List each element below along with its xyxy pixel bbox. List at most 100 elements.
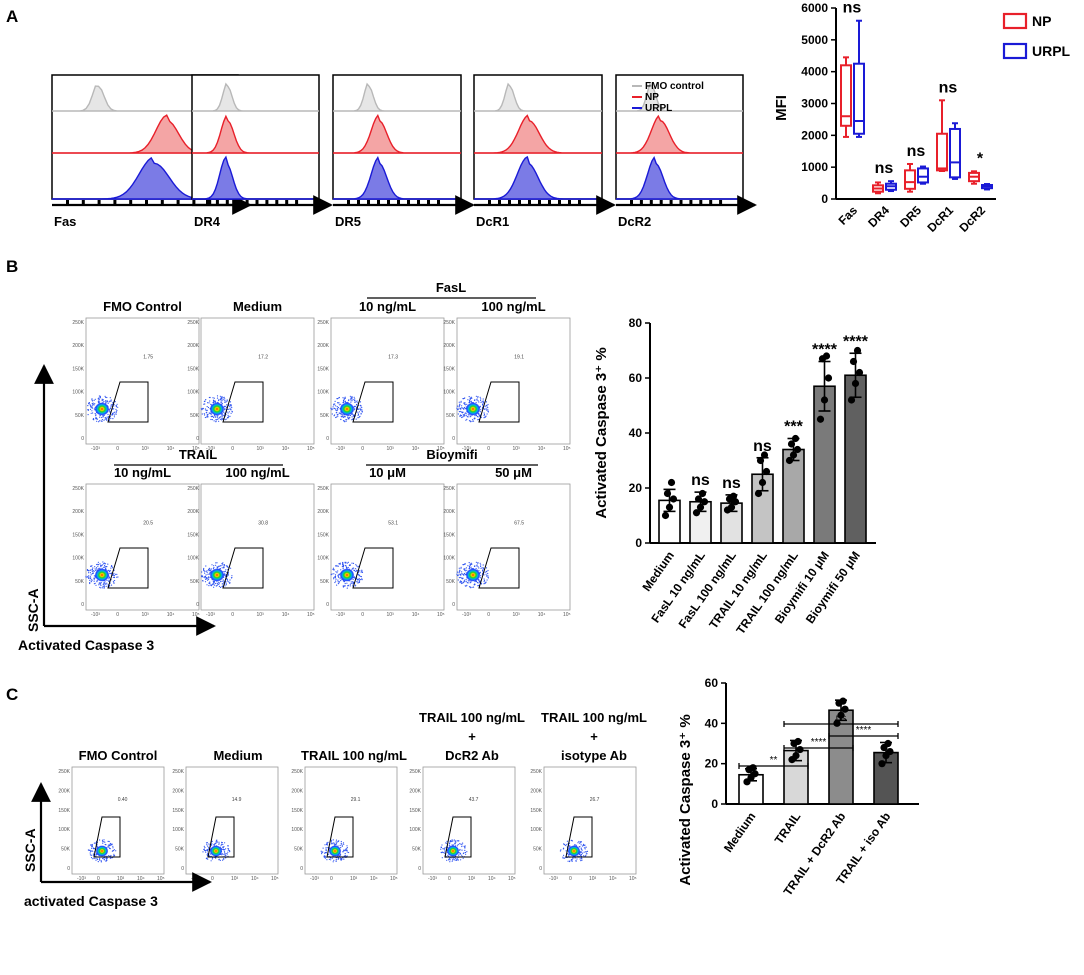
dotplot-y-tick: 150K — [317, 366, 329, 372]
dotplot-event — [459, 852, 462, 855]
dotplot-event — [88, 570, 90, 572]
dotplot-event — [205, 578, 207, 581]
dotplot-y-tick: 250K — [443, 320, 455, 326]
dotplot-event — [206, 842, 208, 844]
dotplot-event — [341, 858, 343, 860]
dotplot-event — [226, 578, 228, 580]
dotplot-gate — [352, 381, 394, 423]
dotplot-event — [463, 568, 465, 571]
dotplot-x-tick: 10⁴ — [412, 612, 420, 618]
dotplot-event — [108, 570, 111, 573]
data-point — [754, 489, 763, 498]
dotplot-event — [115, 406, 118, 408]
dotplot-event — [112, 580, 114, 582]
dotplot-event — [221, 841, 223, 844]
dotplot-event — [458, 406, 460, 408]
dotplot-event — [330, 859, 332, 861]
dotplot-event — [350, 398, 352, 400]
histogram-tick — [437, 200, 440, 204]
dotplot-event — [110, 854, 112, 857]
dotplot-event — [480, 575, 482, 577]
significance-label: ns — [753, 438, 772, 455]
box-iqr — [936, 132, 948, 172]
dotplot-event — [92, 853, 94, 855]
dotplot-event — [451, 860, 453, 862]
dotplot-x-tick: 0 — [97, 876, 100, 882]
histogram-tick — [81, 200, 85, 204]
y-axis-title: Activated Caspase 3⁺ % — [593, 347, 610, 518]
dotplot-event — [93, 399, 95, 401]
dotplot-event — [219, 586, 222, 589]
comparison-label: ns — [836, 713, 847, 724]
dotplot-event — [208, 585, 210, 587]
y-tick-label: 20 — [705, 757, 719, 771]
dotplot-event — [97, 402, 100, 404]
dotplot-event — [485, 401, 488, 403]
dotplot-event — [96, 568, 98, 570]
dotplot-event — [360, 413, 362, 415]
dotplot-x-tick: 10³ — [513, 612, 521, 618]
dotplot-event — [203, 413, 205, 415]
histogram-tick — [113, 200, 117, 204]
legend-label: NP — [645, 92, 659, 103]
dotplot-event — [332, 568, 334, 571]
dotplot-y-tick: 100K — [291, 827, 303, 833]
dotplot-event — [231, 575, 233, 577]
dotplot-event — [218, 585, 220, 588]
dotplot-event — [206, 416, 208, 418]
dotplot-event — [462, 564, 464, 566]
dotplot-event — [355, 564, 357, 566]
dotplot-y-tick: 50K — [446, 579, 456, 585]
x-tick-label: DcR2 — [957, 203, 989, 235]
dotplot-event — [477, 400, 479, 402]
dotplot-event — [446, 840, 448, 842]
dotplot-event — [228, 408, 230, 410]
dotplot-event — [454, 843, 456, 845]
dotplot-title: Medium — [213, 748, 262, 763]
dotplot-event — [351, 400, 353, 402]
dotplot-event — [352, 567, 354, 569]
dotplot-event — [220, 397, 222, 400]
dotplot-event — [113, 575, 116, 577]
dotplot-y-tick: 100K — [530, 827, 542, 833]
dotplot-event — [218, 565, 220, 567]
dotplot-event — [334, 577, 336, 579]
dotplot-event — [351, 416, 353, 418]
histogram-marker-label: DcR1 — [476, 214, 509, 229]
histogram-tick — [669, 200, 673, 204]
dotplot-gate-value: 0.40 — [118, 797, 128, 803]
dotplot-density — [567, 845, 581, 857]
dotplot-event — [88, 572, 90, 574]
dotplot-event — [485, 567, 488, 569]
dotplot-event — [355, 401, 357, 403]
dotplot-gate-value: 53.1 — [388, 520, 398, 526]
dotplot-event — [465, 580, 467, 582]
dotplot-event — [105, 396, 107, 398]
dotplot-event — [333, 569, 335, 571]
dotplot-event — [343, 858, 345, 860]
dotplot-event — [201, 409, 203, 411]
dotplot-event — [220, 419, 223, 421]
mfi-box-chart: 0 1000 2000 3000 4000 5000 6000 MFI ns Fas ns DR4 ns… — [773, 0, 1071, 235]
dotplot-density — [339, 402, 355, 416]
dotplot-event — [460, 408, 462, 410]
dotplot-event — [226, 565, 228, 567]
dotplot-event — [456, 858, 459, 860]
dotplot-frame — [330, 483, 445, 611]
dotplot-event — [101, 565, 103, 567]
dotplot-event — [359, 575, 361, 578]
data-point — [822, 352, 831, 360]
dotplot-event — [471, 563, 473, 565]
dotplot-event — [205, 399, 207, 401]
dotplot-event — [109, 569, 111, 572]
dotplot-event — [562, 848, 565, 850]
dotplot-event — [483, 413, 486, 415]
dotplot-event — [222, 562, 224, 564]
dotplot-event — [479, 396, 481, 398]
dotplot-event — [208, 402, 210, 404]
dotplot-event — [445, 842, 447, 844]
dotplot-frame — [85, 483, 200, 611]
dotplot-event — [332, 408, 334, 410]
dotplot-event — [109, 400, 111, 402]
dotplot-event — [98, 395, 100, 397]
